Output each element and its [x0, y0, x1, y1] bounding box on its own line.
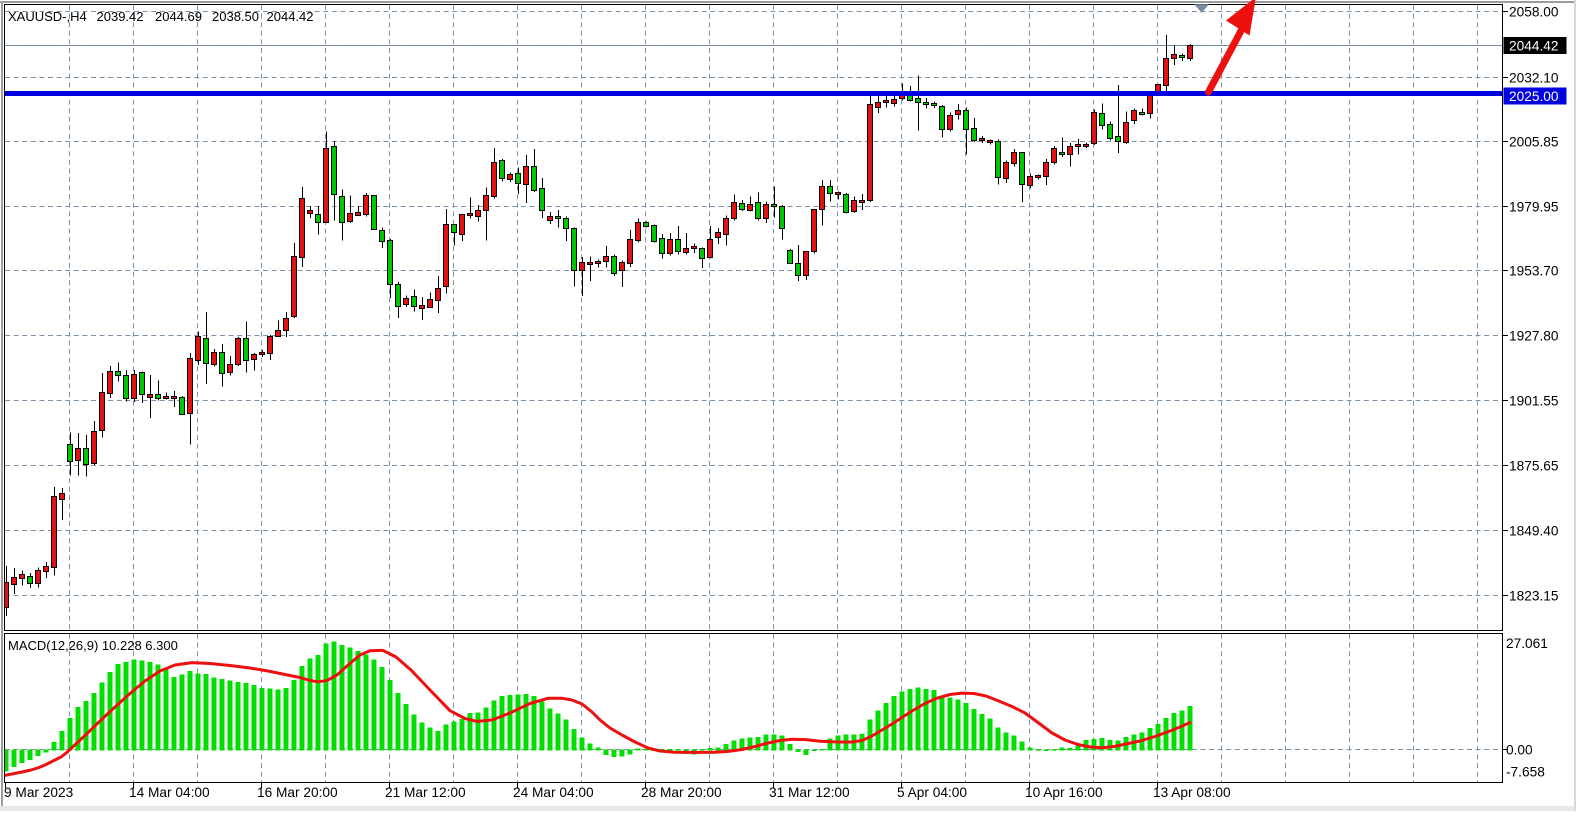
svg-text:0.00: 0.00 [1506, 742, 1533, 757]
svg-text:2058.00: 2058.00 [1509, 4, 1559, 19]
svg-text:21 Mar 12:00: 21 Mar 12:00 [385, 785, 466, 800]
svg-text:10 Apr 16:00: 10 Apr 16:00 [1025, 785, 1103, 800]
svg-text:16 Mar 20:00: 16 Mar 20:00 [257, 785, 338, 800]
svg-text:1849.40: 1849.40 [1509, 523, 1559, 538]
svg-text:13 Apr 08:00: 13 Apr 08:00 [1153, 785, 1231, 800]
svg-text:2005.85: 2005.85 [1509, 134, 1559, 149]
svg-text:1901.55: 1901.55 [1509, 393, 1559, 408]
svg-text:1953.70: 1953.70 [1509, 263, 1559, 278]
svg-text:1927.80: 1927.80 [1509, 328, 1559, 343]
svg-text:31 Mar 12:00: 31 Mar 12:00 [769, 785, 850, 800]
svg-text:1979.95: 1979.95 [1509, 199, 1559, 214]
svg-text:2044.42: 2044.42 [267, 9, 314, 24]
svg-text:27.061: 27.061 [1506, 636, 1548, 651]
svg-text:14 Mar 04:00: 14 Mar 04:00 [129, 785, 210, 800]
svg-text:2025.00: 2025.00 [1509, 89, 1559, 104]
svg-text:1823.15: 1823.15 [1509, 588, 1559, 603]
svg-text:MACD(12,26,9) 10.228 6.300: MACD(12,26,9) 10.228 6.300 [8, 638, 178, 653]
svg-text:-7.658: -7.658 [1506, 764, 1545, 779]
svg-text:9 Mar 2023: 9 Mar 2023 [4, 785, 74, 800]
svg-text:XAUUSD-,H4: XAUUSD-,H4 [8, 9, 87, 24]
svg-text:5 Apr 04:00: 5 Apr 04:00 [897, 785, 967, 800]
svg-text:24 Mar 04:00: 24 Mar 04:00 [513, 785, 594, 800]
svg-text:1875.65: 1875.65 [1509, 458, 1559, 473]
svg-text:2044.42: 2044.42 [1509, 38, 1558, 53]
svg-text:28 Mar 20:00: 28 Mar 20:00 [641, 785, 722, 800]
svg-text:2032.10: 2032.10 [1509, 70, 1559, 85]
svg-text:2038.50: 2038.50 [212, 9, 259, 24]
svg-text:2044.69: 2044.69 [155, 9, 202, 24]
svg-text:2039.42: 2039.42 [97, 9, 144, 24]
